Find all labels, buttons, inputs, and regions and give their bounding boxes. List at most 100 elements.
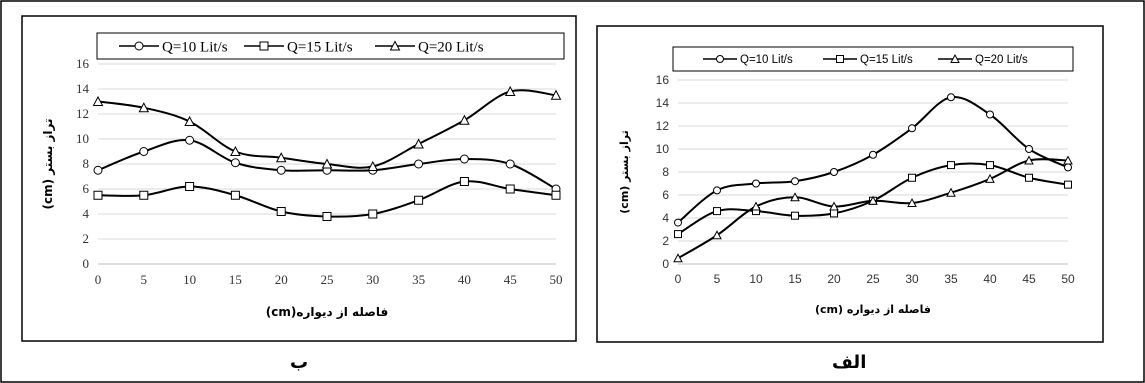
chart-left: 0 2 4 6 8 10 12 14 16 0 5 10 15 20 25 30 35 40 45 50 فاصله ا… [41,32,565,320]
data-point-triangle [985,173,995,183]
data-point-circle [752,179,760,188]
data-point-triangle [275,152,287,163]
y-tick-label: 2 [662,234,669,248]
y-tick-label: 0 [662,257,669,271]
y-tick-label: 10 [76,131,89,146]
panel-label-left: ب [290,352,309,373]
data-point-triangle [868,195,878,205]
data-point-triangle [230,145,241,156]
data-point-triangle [751,201,761,211]
y-tick-label: 2 [83,231,90,246]
data-point-triangle [413,138,424,149]
data-point-circle [505,159,515,169]
x-tick-label: 30 [366,272,379,287]
x-tick-label: 15 [788,272,802,286]
legend-entry: Q=10 Lit/s [162,39,228,55]
x-tick-label: 50 [1061,272,1075,286]
legend-entry: Q=20 Lit/s [975,54,1028,66]
x-tick-label: 20 [827,272,841,286]
y-tick-label: 16 [76,56,90,71]
data-point-circle [713,186,721,195]
data-point-triangle [673,253,683,263]
data-point-circle [93,165,103,175]
y-tick-label: 6 [83,181,90,196]
y-axis-label: تراز بستر (cm) [41,118,55,209]
y-tick-label: 10 [656,142,670,156]
y-tick-label: 8 [662,165,669,179]
data-point-triangle [907,197,917,208]
x-tick-label: 5 [141,272,148,287]
data-point-triangle [184,115,195,126]
data-point-circle [414,159,424,169]
data-point-circle [947,93,955,102]
data-point-circle [185,135,195,145]
data-point-triangle [138,102,150,113]
x-tick-label: 40 [458,272,471,287]
x-tick-label: 25 [866,272,880,286]
legend-entry: Q=10 Lit/s [740,54,793,66]
data-point-square [93,190,103,200]
data-point-circle [869,150,877,159]
x-tick-label: 10 [749,272,763,286]
x-tick-label: 40 [983,272,997,286]
x-tick-label: 50 [550,272,563,287]
data-point-square [947,161,955,170]
y-tick-label: 4 [83,206,90,221]
data-point-square [139,190,149,200]
x-axis-label: فاصله از دیواره (cm) [815,303,931,316]
y-tick-label: 14 [76,81,90,96]
x-axis-label: فاصله از دیواره(cm) [266,305,388,320]
data-point-square [185,182,195,191]
data-point-square [322,212,332,221]
x-tick-label: 0 [675,272,682,286]
y-axis-label: تراز بستر (cm) [618,130,631,213]
data-point-circle [791,177,799,186]
data-point-triangle [1024,155,1034,165]
legend-entry: Q=20 Lit/s [418,39,484,55]
data-point-square [551,190,561,200]
data-point-triangle [790,192,800,202]
data-point-square [674,230,682,239]
x-tick-label: 35 [412,272,425,287]
data-point-square [791,211,799,220]
chart-frame-right [596,25,1104,343]
x-tick-label: 35 [944,272,958,286]
data-point-triangle [504,85,516,96]
data-point-triangle [946,187,956,197]
data-point-triangle [92,95,104,106]
x-tick-label: 25 [321,272,334,287]
data-point-circle [230,158,240,168]
data-point-square [908,173,916,182]
legend-entry: Q=15 Lit/s [287,39,353,55]
series-line-triangle [97,89,557,169]
chart-frame-left [21,15,577,342]
data-point-circle [139,147,149,156]
data-point-triangle [321,158,333,169]
data-point-square [1064,180,1072,189]
x-tick-label: 30 [905,272,919,286]
legend-box [672,46,1074,72]
y-tick-label: 14 [656,96,670,110]
legend-marker-circle [134,41,144,51]
legend-marker-triangle [389,40,401,51]
x-tick-label: 0 [95,272,102,287]
data-point-square [230,190,240,200]
data-point-circle [986,110,994,119]
data-point-circle [830,168,838,176]
panel-label-right: الف [832,352,867,373]
data-point-triangle [829,201,839,211]
y-tick-label: 6 [662,188,669,202]
legend-entry: Q=15 Lit/s [860,54,913,66]
data-point-square [1025,173,1033,182]
legend-marker-square [836,55,844,63]
data-point-square [830,209,838,218]
series-line-square [97,180,557,218]
legend-marker-circle [716,55,724,63]
data-point-square [368,209,378,219]
y-tick-label: 0 [83,256,90,271]
data-point-triangle [459,114,470,125]
data-point-triangle [1063,155,1073,165]
x-tick-label: 45 [504,272,517,287]
